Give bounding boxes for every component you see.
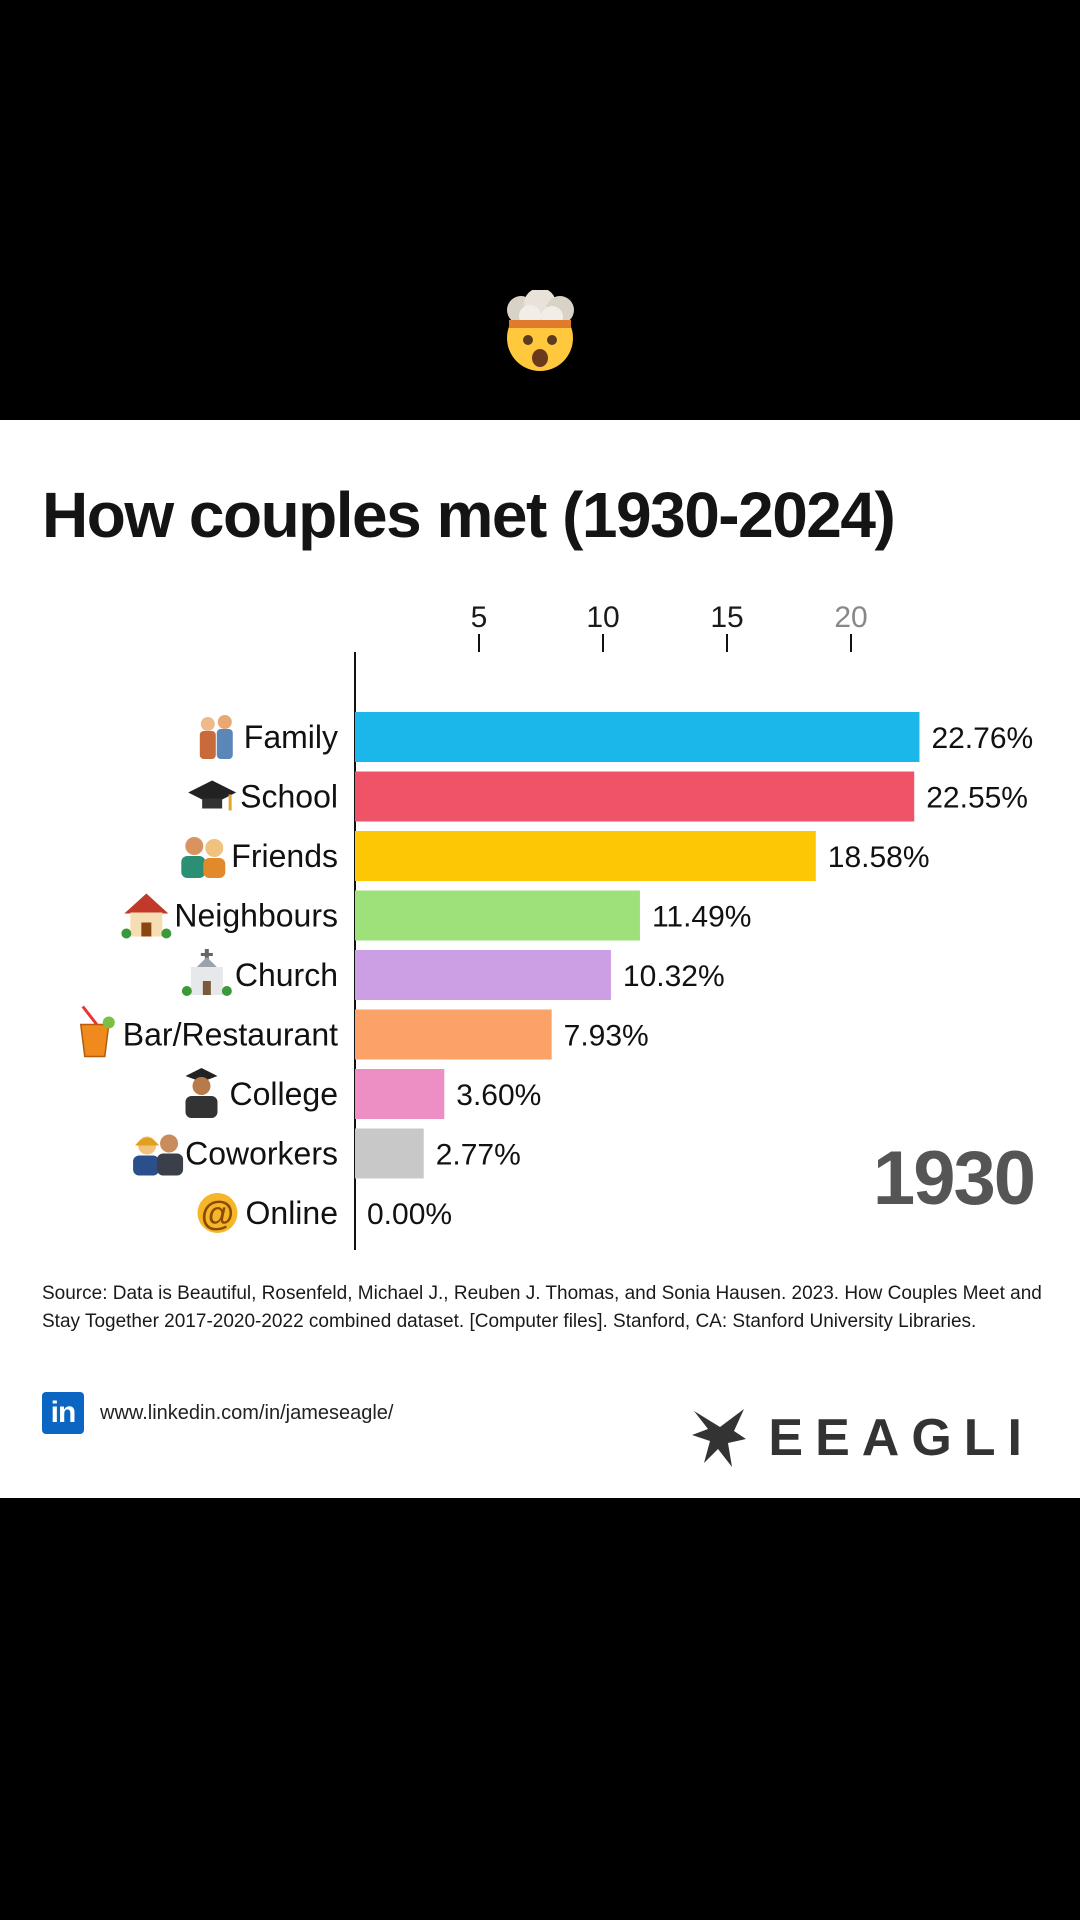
brand-logo: EEAGLI bbox=[690, 1398, 1034, 1478]
svg-text:@: @ bbox=[201, 1195, 234, 1233]
linkedin-url[interactable]: www.linkedin.com/in/jameseagle/ bbox=[100, 1401, 394, 1424]
exploding-head-icon bbox=[499, 288, 581, 374]
bar bbox=[355, 890, 640, 941]
category-label: Bar/Restaurant bbox=[123, 1017, 338, 1053]
category-label: Friends bbox=[231, 838, 338, 874]
bar-chart: 5 10 15 20 22.76% Family 22.55% School 18.58% Fri… bbox=[79, 601, 1033, 1250]
category-label: Church bbox=[235, 957, 338, 993]
eagle-icon bbox=[692, 1409, 747, 1467]
house-icon bbox=[121, 893, 172, 939]
category-label: Family bbox=[244, 719, 338, 755]
tropical-drink-icon bbox=[79, 1005, 115, 1058]
bar-value-label: 10.32% bbox=[623, 960, 725, 993]
chart-card: How couples met (1930-2024) 5 10 15 20 22.76… bbox=[0, 420, 1080, 1498]
church-icon bbox=[181, 949, 232, 996]
bar bbox=[355, 712, 920, 762]
bar-value-label: 11.49% bbox=[652, 901, 752, 934]
bar bbox=[355, 950, 611, 1000]
coworkers-icon bbox=[133, 1134, 184, 1176]
linkedin-link[interactable]: in www.linkedin.com/in/jameseagle/ bbox=[42, 1390, 393, 1436]
graduation-cap-icon bbox=[188, 780, 237, 811]
category-label: College bbox=[229, 1076, 338, 1112]
friends-icon bbox=[181, 837, 226, 878]
category-label: Online bbox=[246, 1195, 339, 1231]
bar-value-label: 2.77% bbox=[436, 1139, 521, 1172]
x-tick-label: 20 bbox=[834, 601, 867, 634]
brand-name: EEAGLI bbox=[768, 1409, 1034, 1467]
family-icon bbox=[199, 715, 233, 759]
category-label: Neighbours bbox=[174, 898, 338, 934]
bar bbox=[355, 1128, 424, 1179]
bar bbox=[355, 1069, 445, 1119]
at-sign-icon: @ bbox=[197, 1193, 238, 1233]
bar bbox=[355, 831, 816, 881]
linkedin-icon: in bbox=[42, 1392, 84, 1434]
bar bbox=[355, 771, 915, 822]
bar-value-label: 3.60% bbox=[456, 1079, 541, 1112]
category-label: School bbox=[240, 779, 338, 815]
bar-value-label: 22.55% bbox=[926, 782, 1028, 815]
bar-value-label: 18.58% bbox=[828, 841, 930, 874]
bar bbox=[355, 1009, 552, 1060]
graduate-icon bbox=[185, 1068, 218, 1118]
x-tick-label: 10 bbox=[586, 601, 619, 634]
category-label: Coworkers bbox=[185, 1136, 338, 1172]
bar-value-label: 22.76% bbox=[931, 722, 1033, 755]
bar-value-label: 7.93% bbox=[564, 1020, 649, 1053]
chart-title: How couples met (1930-2024) bbox=[42, 479, 896, 551]
bar-value-label: 0.00% bbox=[367, 1198, 452, 1231]
source-note: Source: Data is Beautiful, Rosenfeld, Mi… bbox=[42, 1283, 1042, 1332]
year-label: 1930 bbox=[872, 1136, 1036, 1221]
x-tick-label: 15 bbox=[710, 601, 743, 634]
x-tick-label: 5 bbox=[471, 601, 488, 634]
